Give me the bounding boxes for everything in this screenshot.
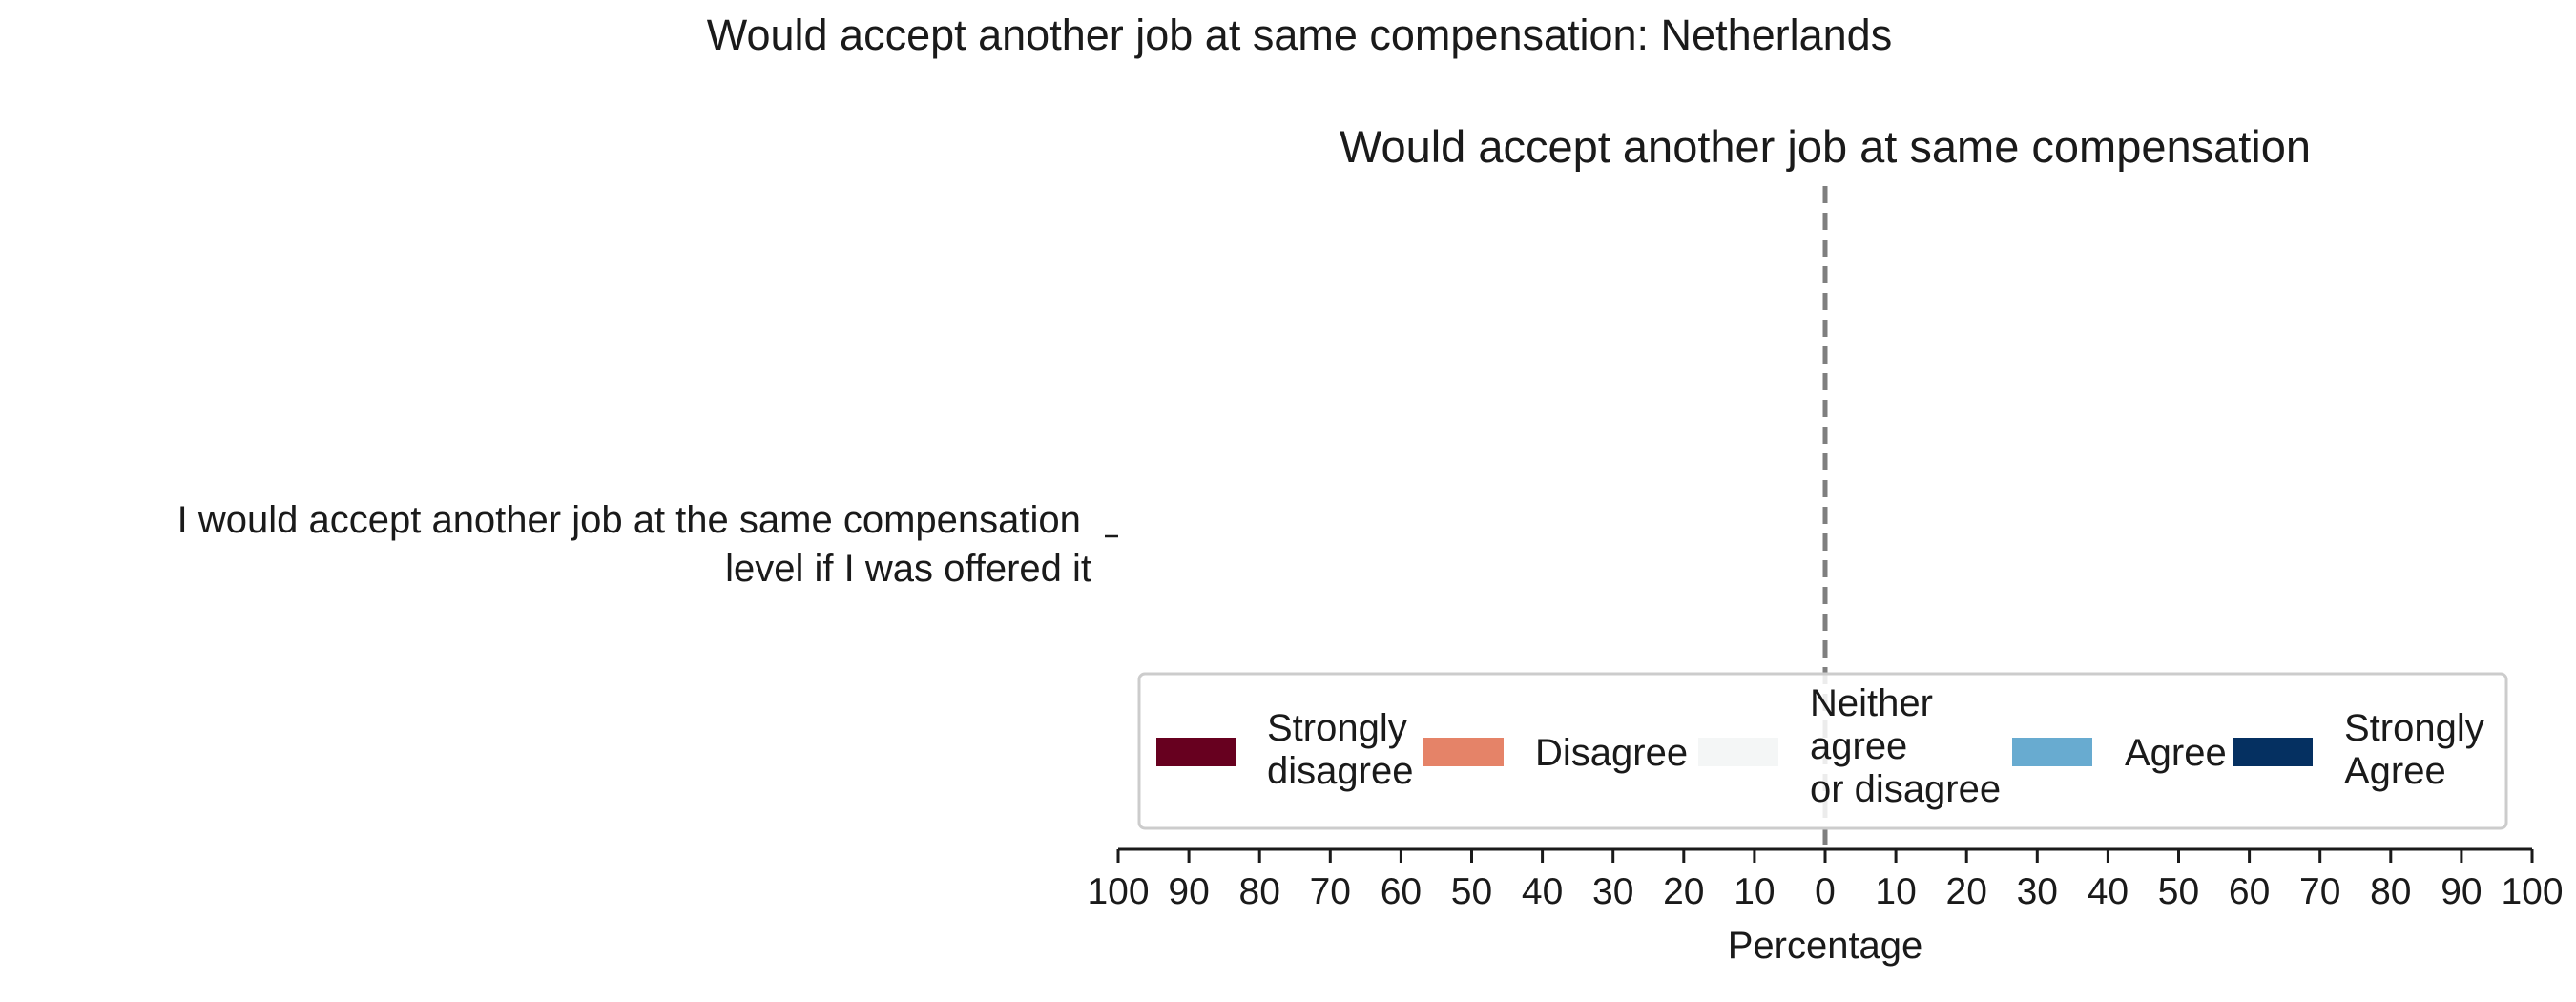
legend-label-line: or disagree	[1810, 768, 2001, 810]
legend-label-disagree: Disagree	[1535, 732, 1688, 774]
legend-label-line: Strongly	[2344, 707, 2484, 749]
legend-swatch-neither	[1698, 738, 1778, 766]
x-tick-label: 80	[2370, 871, 2411, 912]
y-tick-label-line-1: I would accept another job at the same c…	[177, 499, 1081, 541]
legend-swatch-disagree	[1423, 738, 1504, 766]
x-tick-label: 100	[1087, 871, 1149, 912]
legend-label-neither: Neither agree or disagree	[1810, 682, 2001, 810]
legend-label-strongly-agree: Strongly Agree	[2344, 707, 2495, 792]
legend-label-line: disagree	[1267, 750, 1413, 792]
x-tick-label: 30	[2017, 871, 2058, 912]
legend: Strongly disagree Disagree Neither agree…	[1137, 672, 2508, 830]
chart-subtitle: Would accept another job at same compens…	[1340, 121, 2311, 172]
legend-frame	[1137, 672, 2508, 830]
x-tick-label: 90	[2441, 871, 2482, 912]
chart-title: Would accept another job at same compens…	[707, 10, 1892, 59]
x-tick-label: 10	[1875, 871, 1916, 912]
x-tick-label: 40	[1522, 871, 1563, 912]
legend-label-line: Agree	[2125, 732, 2227, 774]
x-tick-label: 40	[2088, 871, 2129, 912]
x-tick-label: 50	[2158, 871, 2199, 912]
legend-label-line: Neither	[1810, 682, 1933, 724]
x-tick-label: 60	[1381, 871, 1422, 912]
legend-label-line: agree	[1810, 725, 1907, 767]
x-axis-label: Percentage	[1728, 925, 1923, 967]
x-tick-label: 60	[2229, 871, 2270, 912]
x-tick-label: 0	[1815, 871, 1836, 912]
legend-label-line: Strongly	[1267, 707, 1407, 749]
x-tick-label: 90	[1168, 871, 1209, 912]
y-tick-label-line-2: level if I was offered it	[725, 548, 1091, 590]
x-tick-label: 20	[1663, 871, 1704, 912]
legend-label-agree: Agree	[2125, 732, 2227, 774]
x-tick-label: 70	[1310, 871, 1351, 912]
x-tick-label: 30	[1592, 871, 1633, 912]
x-tick-label: 10	[1734, 871, 1775, 912]
legend-label-line: Disagree	[1535, 732, 1688, 774]
legend-label-strongly-disagree: Strongly disagree	[1267, 707, 1418, 792]
y-tick-label: I would accept another job at the same c…	[177, 499, 1091, 590]
legend-swatch-agree	[2012, 738, 2092, 766]
x-tick-label: 50	[1451, 871, 1492, 912]
x-tick-label: 70	[2299, 871, 2340, 912]
legend-swatch-strongly-agree	[2233, 738, 2313, 766]
y-axis: I would accept another job at the same c…	[177, 499, 1118, 590]
x-tick-label: 100	[2501, 871, 2563, 912]
legend-label-line: Agree	[2344, 750, 2446, 792]
legend-swatch-strongly-disagree	[1156, 738, 1236, 766]
x-axis: 100 90 80 70 60 50 40 30 20 10 0 10 20 30 40 50 60 70 80 90…	[1087, 847, 2564, 912]
x-tick-label: 20	[1946, 871, 1987, 912]
x-tick-label: 80	[1239, 871, 1280, 912]
